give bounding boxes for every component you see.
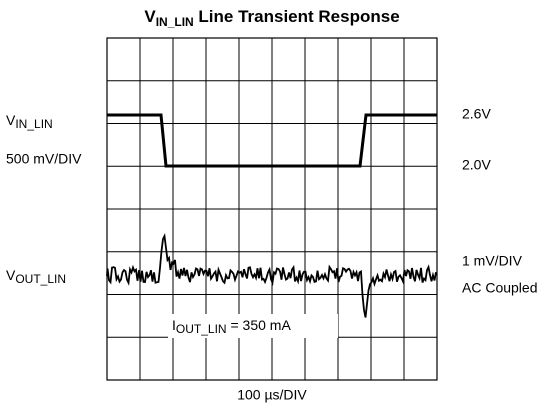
vin-label: VIN_LIN	[6, 112, 53, 131]
annotation-subscript: OUT_LIN	[176, 322, 227, 336]
vout-trace	[106, 232, 437, 318]
title-subscript: IN_LIN	[156, 15, 194, 29]
title-symbol: V	[144, 7, 156, 26]
vin-subscript: IN_LIN	[15, 117, 52, 131]
annotation-text: = 350 mA	[227, 317, 292, 333]
vin-low: 2.0V	[462, 157, 491, 173]
vout-label: VOUT_LIN	[6, 267, 66, 286]
vin-symbol: V	[6, 112, 16, 128]
vin-scale: 500 mV/DIV	[6, 151, 82, 167]
vin-high: 2.6V	[462, 106, 491, 122]
annotation: IOUT_LIN = 350 mA	[172, 317, 291, 336]
vout-coupling: AC Coupled	[462, 280, 538, 296]
annotation-bg	[168, 314, 338, 338]
vout-scale: 1 mV/DIV	[462, 253, 523, 269]
annotation-symbol: I	[172, 317, 176, 333]
vout-symbol: V	[6, 267, 16, 283]
time-scale: 100 µs/DIV	[237, 387, 307, 403]
title-text: Line Transient Response	[194, 7, 400, 26]
vout-subscript: OUT_LIN	[15, 272, 66, 286]
vin-trace	[107, 113, 437, 168]
title: VIN_LIN Line Transient Response	[144, 7, 399, 29]
